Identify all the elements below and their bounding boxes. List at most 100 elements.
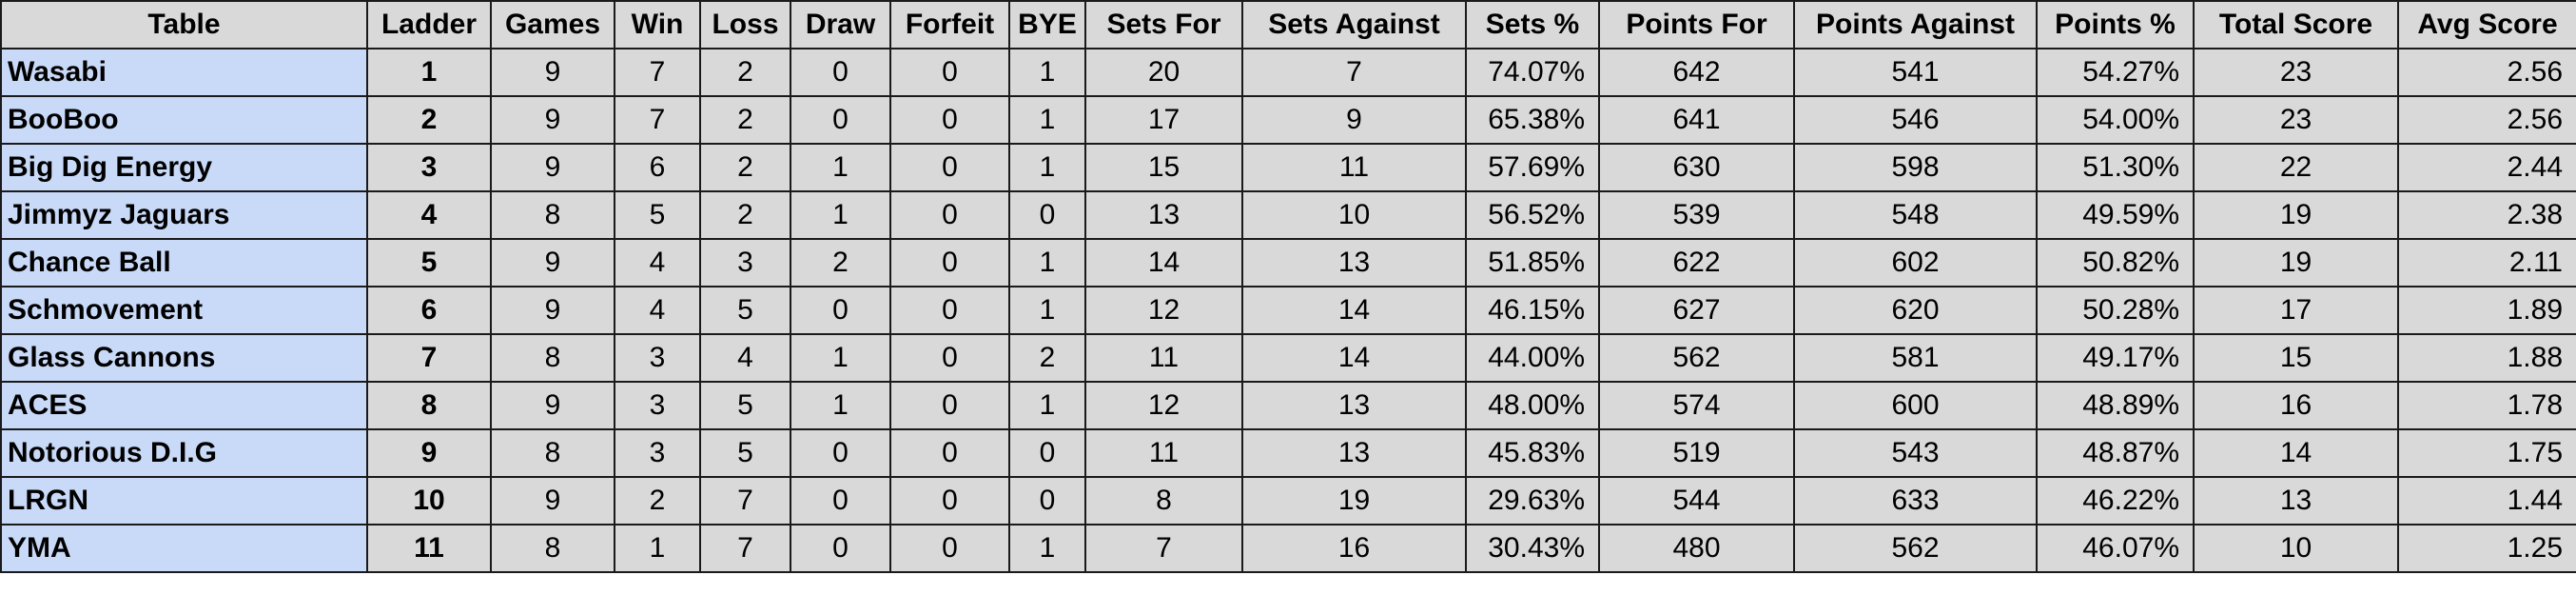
table-row: Glass Cannons 7 8 3 4 1 0 2 11 14 44.00% 562 581 49.1… [0, 333, 2576, 383]
table-cell: 2.38 [2397, 190, 2576, 240]
table-cell: 620 [1793, 286, 2038, 335]
table-cell: 6 [366, 286, 492, 335]
table-cell: 50.82% [2036, 238, 2195, 288]
table-cell: 22 [2193, 143, 2399, 192]
table-row: Chance Ball 5 9 4 3 2 0 1 14 13 51.85% 622 602 50.82%… [0, 238, 2576, 288]
table-cell: 50.28% [2036, 286, 2195, 335]
table-cell: 30.43% [1465, 524, 1600, 573]
table-cell: 5 [699, 428, 791, 478]
column-header: Sets Against [1241, 0, 1467, 50]
table-cell: 19 [2193, 238, 2399, 288]
table-cell: 1 [1008, 524, 1086, 573]
table-cell: 5 [366, 238, 492, 288]
column-header: Table [0, 0, 368, 50]
table-cell: 0 [790, 428, 891, 478]
table-cell: 1.89 [2397, 286, 2576, 335]
table-cell: 0 [790, 48, 891, 97]
table-cell: 1.88 [2397, 333, 2576, 383]
table-cell: 45.83% [1465, 428, 1600, 478]
table-cell: 19 [1241, 476, 1467, 526]
table-cell: 1 [1008, 286, 1086, 335]
table-cell: 12 [1084, 381, 1243, 430]
table-cell: 23 [2193, 95, 2399, 145]
table-cell: 14 [1084, 238, 1243, 288]
column-header: Games [490, 0, 615, 50]
column-header: Points % [2036, 0, 2195, 50]
table-cell: 0 [889, 190, 1010, 240]
table-cell: 10 [366, 476, 492, 526]
table-cell: 1 [790, 381, 891, 430]
table-cell: 16 [1241, 524, 1467, 573]
team-name: Notorious D.I.G [0, 428, 368, 478]
table-cell: 1 [790, 143, 891, 192]
table-cell: 0 [889, 428, 1010, 478]
column-header: Sets % [1465, 0, 1600, 50]
standings-table: Table Ladder Games Win Loss Draw Forfeit BYE Set… [0, 0, 2576, 573]
column-header: Points For [1598, 0, 1795, 50]
table-cell: 539 [1598, 190, 1795, 240]
table-cell: 3 [614, 428, 701, 478]
table-cell: 11 [1241, 143, 1467, 192]
table-cell: 544 [1598, 476, 1795, 526]
table-cell: 44.00% [1465, 333, 1600, 383]
table-cell: 6 [614, 143, 701, 192]
header-row: Table Ladder Games Win Loss Draw Forfeit BYE Set… [0, 0, 2576, 50]
table-cell: 4 [614, 238, 701, 288]
column-header: Total Score [2193, 0, 2399, 50]
table-cell: 7 [699, 476, 791, 526]
table-cell: 2 [699, 190, 791, 240]
table-cell: 1 [1008, 238, 1086, 288]
table-cell: 8 [490, 190, 615, 240]
table-cell: 7 [366, 333, 492, 383]
table-cell: 8 [1084, 476, 1243, 526]
column-header: Sets For [1084, 0, 1243, 50]
table-cell: 4 [699, 333, 791, 383]
table-cell: 46.22% [2036, 476, 2195, 526]
table-cell: 19 [2193, 190, 2399, 240]
table-cell: 14 [1241, 333, 1467, 383]
table-cell: 519 [1598, 428, 1795, 478]
table-cell: 546 [1793, 95, 2038, 145]
table-cell: 2.56 [2397, 95, 2576, 145]
table-cell: 5 [699, 381, 791, 430]
table-cell: 0 [889, 95, 1010, 145]
table-cell: 548 [1793, 190, 2038, 240]
team-name: Big Dig Energy [0, 143, 368, 192]
table-cell: 2.11 [2397, 238, 2576, 288]
column-header: Avg Score [2397, 0, 2576, 50]
table-cell: 9 [1241, 95, 1467, 145]
table-cell: 1.25 [2397, 524, 2576, 573]
table-cell: 1.75 [2397, 428, 2576, 478]
table-cell: 10 [1241, 190, 1467, 240]
table-cell: 1 [1008, 95, 1086, 145]
table-cell: 57.69% [1465, 143, 1600, 192]
table-cell: 8 [490, 524, 615, 573]
column-header: Ladder [366, 0, 492, 50]
table-cell: 8 [490, 333, 615, 383]
table-cell: 2 [790, 238, 891, 288]
table-row: LRGN 10 9 2 7 0 0 0 8 19 29.63% 544 633 46.22% 13 1.44 [0, 476, 2576, 526]
table-cell: 5 [699, 286, 791, 335]
table-cell: 0 [889, 524, 1010, 573]
column-header: Win [614, 0, 701, 50]
table-cell: 1 [790, 333, 891, 383]
table-cell: 9 [490, 476, 615, 526]
table-cell: 0 [1008, 428, 1086, 478]
table-cell: 4 [366, 190, 492, 240]
column-header: Points Against [1793, 0, 2038, 50]
table-cell: 5 [614, 190, 701, 240]
table-cell: 9 [490, 238, 615, 288]
table-cell: 49.17% [2036, 333, 2195, 383]
table-cell: 581 [1793, 333, 2038, 383]
table-cell: 2 [1008, 333, 1086, 383]
table-cell: 23 [2193, 48, 2399, 97]
table-cell: 54.27% [2036, 48, 2195, 97]
table-cell: 14 [2193, 428, 2399, 478]
team-name: BooBoo [0, 95, 368, 145]
table-cell: 0 [889, 381, 1010, 430]
table-cell: 11 [1084, 428, 1243, 478]
table-cell: 622 [1598, 238, 1795, 288]
table-cell: 17 [1084, 95, 1243, 145]
table-cell: 2 [699, 95, 791, 145]
